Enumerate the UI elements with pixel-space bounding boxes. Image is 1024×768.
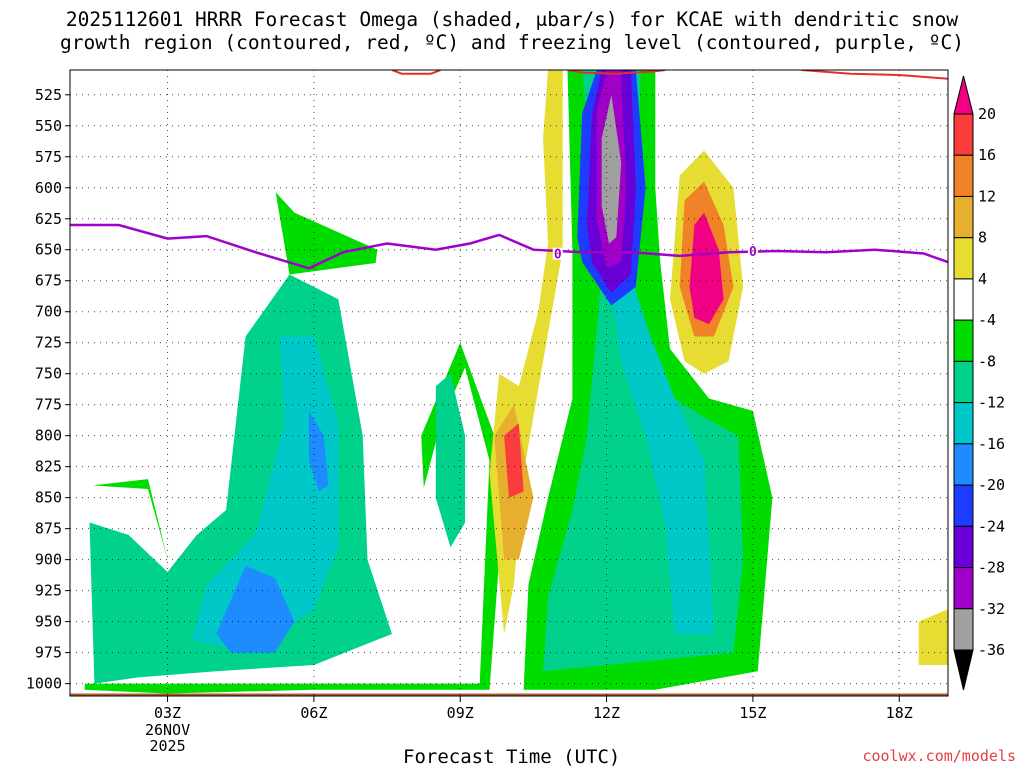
y-tick-label: 725	[35, 334, 62, 352]
y-tick-label: 625	[35, 210, 62, 228]
freezing-label-bg	[552, 247, 563, 260]
omega-region-21	[826, 293, 870, 498]
colorbar-swatch	[953, 319, 974, 362]
colorbar-label: 8	[978, 229, 987, 247]
y-tick-label: 525	[35, 86, 62, 104]
colorbar-bottom-arrow	[953, 649, 974, 691]
dendritic-contour-1	[567, 70, 666, 75]
x-tick-label: 06Z	[300, 704, 327, 722]
y-tick-label: 775	[35, 396, 62, 414]
y-axis: 525 550 575 600 625 650 675 700 725 750 775 800 825 8…	[26, 86, 70, 693]
omega-region-9	[611, 262, 714, 634]
dendritic-contour-2	[801, 70, 948, 80]
y-tick-label: 950	[35, 613, 62, 631]
colorbar-swatch	[953, 484, 974, 527]
x-tick-label: 09Z	[447, 704, 474, 722]
x-tick-label: 12Z	[593, 704, 620, 722]
x-tick-label: 03Z	[154, 704, 181, 722]
surface-terrain	[70, 693, 948, 696]
y-tick-label: 925	[35, 582, 62, 600]
terrain-strip	[70, 693, 948, 696]
colorbar-swatch	[953, 567, 974, 610]
y-tick-label: 975	[35, 644, 62, 662]
colorbar-label: -24	[978, 517, 1005, 535]
colorbar-label: 12	[978, 187, 996, 205]
colorbar-swatch	[953, 402, 974, 445]
colorbar-swatch	[953, 113, 974, 156]
colorbar-swatch	[953, 278, 974, 321]
colorbar-swatch	[953, 154, 974, 197]
colorbar-label: -28	[978, 559, 1005, 577]
plot-frame	[69, 69, 949, 697]
colorbar-swatch	[953, 608, 974, 651]
y-tick-label: 900	[35, 551, 62, 569]
colorbar-label: -12	[978, 394, 1005, 412]
colorbar-swatch	[953, 360, 974, 404]
y-tick-label: 700	[35, 303, 62, 321]
y-tick-label: 600	[35, 179, 62, 197]
y-tick-label: 750	[35, 365, 62, 383]
x-tick-label: 15Z	[739, 704, 766, 722]
omega-region-6	[435, 373, 466, 548]
omega-region-13	[601, 94, 622, 244]
y-tick-label: 675	[35, 272, 62, 290]
y-tick-label: 875	[35, 520, 62, 538]
y-tick-label: 575	[35, 148, 62, 166]
omega-region-22	[918, 609, 948, 665]
omega-region-19	[689, 212, 724, 325]
colorbar-label: -8	[978, 352, 996, 370]
y-tick-label: 825	[35, 458, 62, 476]
y-tick-label: 1000	[26, 675, 62, 693]
omega-regions	[74, 70, 948, 694]
date-label-line: 2025	[149, 737, 185, 755]
x-axis-label: Forecast Time (UTC)	[403, 746, 621, 768]
colorbar-label: -16	[978, 435, 1005, 453]
omega-region-3	[191, 336, 339, 653]
omega-region-5	[309, 410, 329, 492]
y-tick-label: 650	[35, 241, 62, 259]
colorbar-label: -4	[978, 311, 996, 329]
colorbar-label: 20	[978, 105, 996, 123]
grid-lines	[70, 70, 948, 696]
omega-region-20	[757, 70, 948, 269]
date-label-line: 26NOV	[145, 721, 190, 739]
colorbar-swatch	[953, 443, 974, 486]
colorbar-swatch	[953, 525, 974, 569]
dendritic-contour-0	[391, 70, 442, 75]
title-line-1: 2025112601 HRRR Forecast Omega (shaded, …	[65, 8, 959, 31]
x-tick-label: 18Z	[886, 704, 913, 722]
colorbar-swatch	[953, 237, 974, 280]
colorbar-label: 16	[978, 146, 996, 164]
colorbar-label: 4	[978, 270, 987, 288]
y-tick-label: 850	[35, 489, 62, 507]
colorbar-label: -36	[978, 641, 1005, 659]
colorbar-label: -20	[978, 476, 1005, 494]
freezing-level-label: 0	[749, 245, 757, 260]
colorbar-top-arrow	[953, 75, 974, 115]
omega-region-4	[216, 565, 295, 653]
freezing-level-line	[70, 223, 948, 270]
y-tick-label: 550	[35, 117, 62, 135]
freezing-level-label: 0	[554, 248, 562, 263]
colorbar: 20 16 12 8 4 -4 -8 -12 -16 -20 -24 -28 -32 -36	[953, 75, 1005, 691]
colorbar-swatch	[953, 195, 974, 239]
freezing-label-bg	[747, 245, 758, 258]
colorbar-label: -32	[978, 600, 1005, 618]
chart-title: 2025112601 HRRR Forecast Omega (shaded, …	[0, 8, 1024, 54]
omega-region-16	[504, 423, 524, 498]
y-tick-label: 800	[35, 427, 62, 445]
title-line-2: growth region (contoured, red, ºC) and f…	[60, 31, 964, 54]
credit-text: coolwx.com/models	[862, 747, 1016, 765]
